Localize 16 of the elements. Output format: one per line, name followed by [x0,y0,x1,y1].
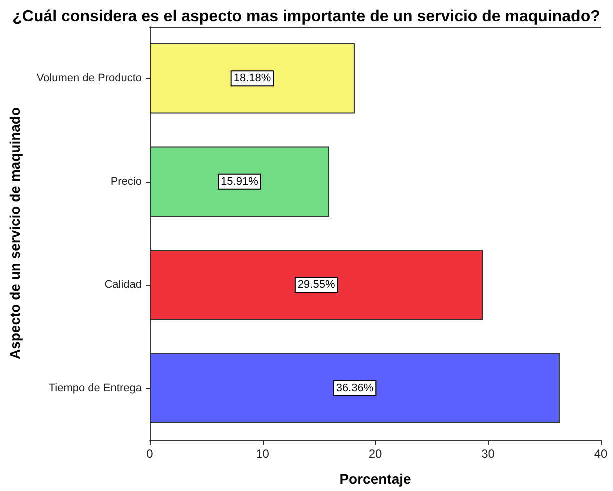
x-tick-label: 20 [368,447,382,461]
x-axis-title: Porcentaje [340,471,412,487]
x-tick-label: 10 [256,447,270,461]
y-tick-label: Tiempo de Entrega [48,382,143,394]
data-label: 36.36% [336,382,374,394]
x-tick-label: 0 [146,447,154,461]
y-tick-label: Calidad [104,279,142,292]
y-axis-title: Aspecto de un servicio de maquinado [7,107,23,360]
x-tick-label: 40 [594,447,608,461]
data-label: 15.91% [221,176,259,188]
data-label: 18.18% [234,72,272,85]
y-tick-label: Volumen de Producto [36,72,142,85]
y-tick-label: Precio [110,176,142,188]
data-label: 29.55% [298,279,336,292]
x-tick-label: 30 [482,447,496,461]
chart-title: ¿Cuál considera es el aspecto mas importante de un servicio de maquinado? [12,8,600,26]
